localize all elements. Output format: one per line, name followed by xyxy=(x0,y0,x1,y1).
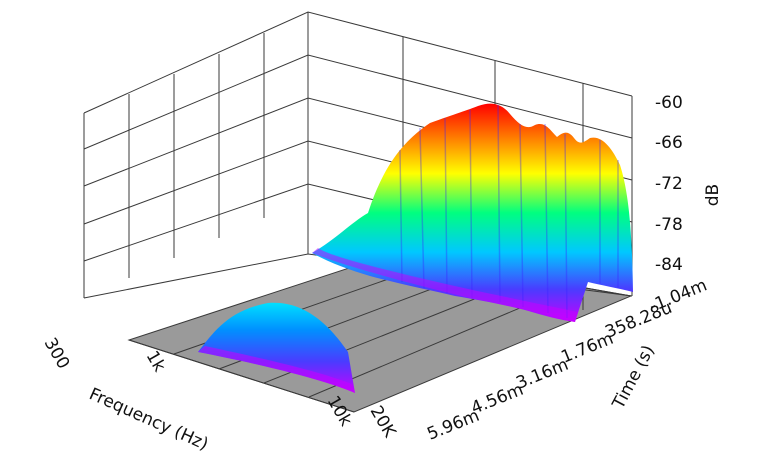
surface-late-lobe xyxy=(198,302,355,393)
time-axis-label: Time (s) xyxy=(608,342,659,413)
surface-late-lobe-fringe xyxy=(198,346,355,393)
time-tick-label: 5.96m xyxy=(424,406,482,445)
db-tick-label: -60 xyxy=(655,93,683,113)
db-axis: -60 -66 -72 -78 -84 dB xyxy=(655,93,723,275)
surface-main-burst-streaks xyxy=(399,104,619,319)
surface-main-burst xyxy=(312,103,633,322)
db-axis-label: dB xyxy=(703,184,723,206)
frequency-axis-label: Frequency (Hz) xyxy=(86,384,211,453)
time-tick-label: 358.28u xyxy=(602,298,675,343)
time-tick-label: 1.76m xyxy=(558,329,616,368)
db-tick-label: -84 xyxy=(655,255,683,275)
frequency-tick-label: 300 xyxy=(40,335,74,373)
db-tick-label: -66 xyxy=(655,133,683,153)
frequency-tick-label: 20K xyxy=(366,403,400,442)
db-tick-label: -72 xyxy=(655,174,683,194)
db-tick-label: -78 xyxy=(655,215,683,235)
surface-main-burst-fringe xyxy=(312,248,578,322)
